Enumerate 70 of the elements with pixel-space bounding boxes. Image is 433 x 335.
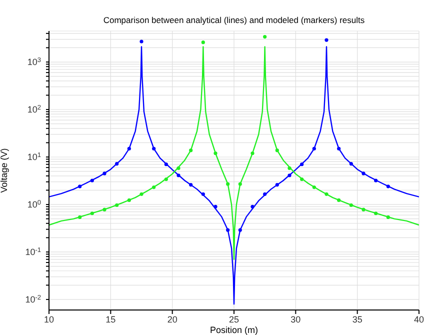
y-tick-label: 10$^{3}$ [27, 56, 42, 68]
point [324, 192, 328, 196]
point [176, 174, 180, 178]
point [250, 204, 254, 208]
point [214, 204, 218, 208]
point [386, 184, 390, 188]
point [140, 40, 144, 44]
x-tick-label: 35 [352, 314, 362, 324]
point [374, 178, 378, 182]
point [189, 182, 193, 187]
point [250, 151, 254, 156]
point [78, 215, 82, 219]
point [238, 228, 242, 232]
point [275, 182, 279, 187]
y-tick-label: 10$^{1}$ [27, 152, 42, 162]
point [115, 162, 119, 166]
point [164, 162, 168, 166]
x-tick-label: 25 [228, 314, 240, 324]
point [349, 162, 353, 166]
point [300, 177, 304, 182]
point [238, 182, 242, 186]
point [201, 40, 205, 44]
point [324, 38, 328, 42]
point [115, 203, 119, 207]
point [337, 198, 341, 202]
point [90, 178, 94, 182]
point [164, 177, 168, 182]
point [152, 146, 156, 150]
point [140, 192, 144, 196]
point [349, 203, 353, 207]
point [176, 166, 180, 170]
x-tick-label: 20 [167, 314, 178, 324]
x-tick-label: 10 [44, 314, 54, 324]
y-tick-label: 10$^{-2}$ [25, 294, 42, 304]
y-axis-title: Voltage (V) [0, 148, 10, 193]
point [386, 215, 390, 219]
point [127, 198, 131, 202]
point [374, 212, 378, 216]
point [201, 192, 205, 196]
point [288, 174, 292, 178]
point [263, 34, 267, 39]
line-series [49, 46, 419, 260]
line-series [49, 46, 419, 305]
x-tick-label: 30 [290, 314, 301, 324]
point [78, 184, 82, 188]
point [275, 148, 279, 152]
y-tick-label: 10$^{2}$ [27, 104, 42, 115]
chart-title: Comparison between analytical (lines) and modeled (markers) results [102, 15, 366, 25]
point [226, 228, 230, 232]
point [214, 151, 218, 156]
point [127, 146, 131, 150]
x-axis-title: Position (m) [210, 325, 258, 335]
x-tick-label: 40 [414, 314, 424, 324]
point [288, 166, 292, 170]
point [90, 212, 94, 216]
y-tick-label: 10$^{0}$ [27, 198, 42, 210]
y-tick-label: 10$^{-1}$ [25, 246, 42, 257]
point [102, 172, 106, 176]
point [226, 182, 230, 186]
point [312, 186, 316, 190]
point [263, 192, 267, 196]
point [300, 162, 304, 166]
point [189, 148, 193, 152]
point [337, 146, 341, 150]
point [362, 172, 366, 176]
x-tick-label: 15 [106, 314, 116, 324]
point [152, 186, 156, 190]
point [102, 208, 106, 212]
point [362, 208, 366, 212]
point [312, 146, 316, 150]
